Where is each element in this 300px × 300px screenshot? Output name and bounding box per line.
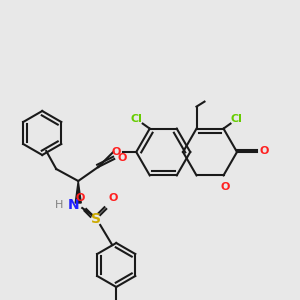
Text: O: O	[221, 182, 230, 192]
Text: H: H	[55, 200, 63, 210]
Text: Cl: Cl	[131, 114, 143, 124]
Text: O: O	[112, 147, 121, 157]
Text: Cl: Cl	[231, 114, 242, 124]
Text: O: O	[109, 193, 118, 203]
Text: N: N	[68, 198, 79, 212]
Text: O: O	[117, 153, 127, 163]
Text: O: O	[260, 146, 269, 156]
Text: S: S	[91, 212, 101, 226]
Text: O: O	[76, 193, 85, 203]
Polygon shape	[75, 181, 81, 203]
